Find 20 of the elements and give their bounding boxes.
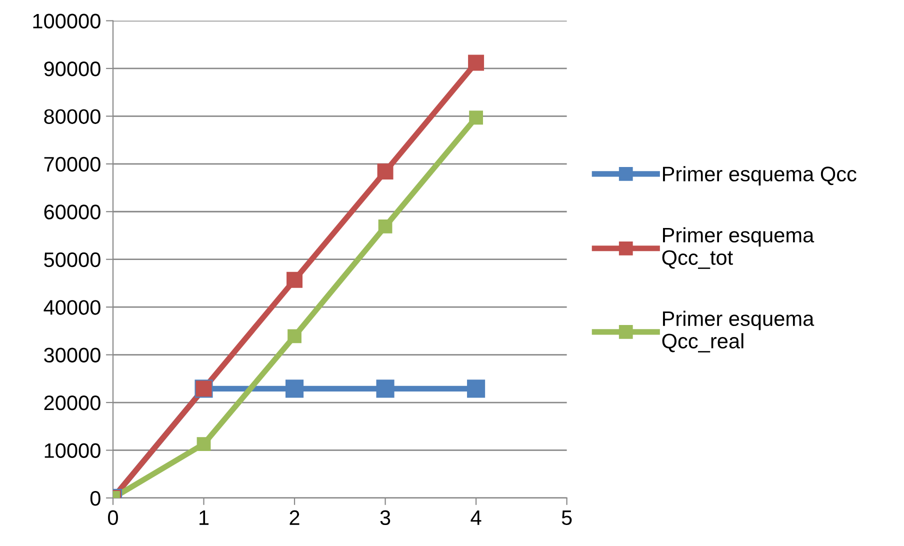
y-tick-label: 30000: [44, 348, 100, 363]
x-tick-label: 1: [200, 510, 209, 525]
y-tick-label: 60000: [44, 204, 100, 220]
y-tick-label: 80000: [44, 109, 100, 124]
y-tick-label: 90000: [44, 61, 100, 76]
x-tick-label: 5: [562, 510, 572, 526]
y-tick-label: 100000: [33, 14, 100, 28]
y-tick-label: 50000: [44, 252, 100, 268]
y-tick-label: 10000: [44, 443, 100, 458]
legend-label: Primer esquema Qcc: [663, 166, 856, 186]
x-tick-label: 4: [470, 510, 482, 525]
x-tick-label: 2: [290, 510, 300, 525]
y-tick-label: 70000: [44, 156, 100, 172]
y-tick-label: 20000: [44, 396, 100, 410]
legend-label: Primer esquema Qcc_real: [662, 310, 814, 352]
y-tick-label: 40000: [44, 300, 100, 315]
x-tick-label: 0: [108, 510, 118, 526]
y-tick-label: 0: [90, 490, 100, 506]
x-tick-label: 3: [380, 510, 390, 526]
legend-label: Primer esquema Qcc_tot: [662, 227, 814, 269]
